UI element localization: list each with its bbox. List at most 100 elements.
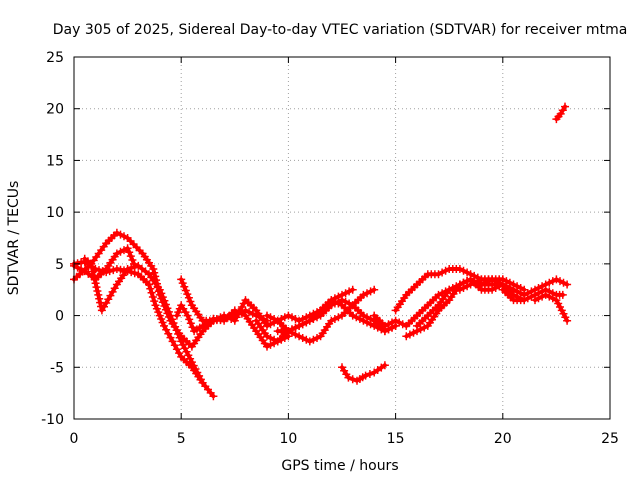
data-point [480, 278, 489, 287]
data-point [171, 322, 180, 331]
data-point [147, 288, 156, 297]
data-point [484, 277, 493, 286]
data-point [88, 263, 96, 272]
data-point [163, 304, 172, 313]
data-point [183, 290, 192, 299]
data-point [452, 282, 461, 291]
data-point [384, 320, 393, 329]
data-point [505, 284, 514, 292]
data-point [380, 321, 389, 330]
data-point [302, 335, 311, 344]
data-point [548, 294, 557, 303]
data-point [291, 315, 300, 323]
data-point [288, 325, 296, 334]
data-point [168, 315, 176, 324]
data-point [266, 334, 275, 342]
data-point [130, 259, 138, 268]
y-tick-label: -5 [50, 360, 64, 376]
data-point [191, 365, 200, 373]
data-point [73, 263, 82, 272]
data-point [128, 256, 137, 264]
data-point [313, 334, 321, 342]
data-point [126, 252, 135, 261]
data-point [175, 333, 184, 342]
data-point [209, 392, 218, 401]
y-tick-labels: -10 -5 0 5 10 15 20 25 [41, 50, 64, 428]
data-point [155, 285, 164, 294]
data-point [95, 266, 103, 275]
data-point [359, 290, 368, 299]
data-point [559, 278, 568, 287]
data-point [109, 266, 118, 275]
data-point [93, 287, 102, 295]
data-point [148, 293, 157, 301]
data-point [185, 315, 194, 324]
data-point [263, 321, 271, 330]
data-point [330, 299, 339, 308]
data-point [127, 264, 136, 272]
x-tick-label: 0 [70, 431, 79, 447]
data-point [212, 315, 221, 323]
data-point [563, 280, 572, 289]
data-point [363, 313, 371, 322]
data-point [112, 228, 121, 237]
data-point [273, 316, 282, 325]
y-tick-label: 0 [55, 309, 64, 325]
data-point [416, 325, 425, 334]
data-point [95, 294, 104, 303]
data-point [398, 320, 407, 329]
data-point [145, 280, 153, 289]
y-tick-label: -10 [41, 412, 64, 428]
data-point [232, 313, 241, 322]
data-point [180, 344, 189, 353]
x-axis-label: GPS time / hours [281, 458, 398, 474]
data-point [270, 315, 279, 323]
data-point [438, 268, 447, 277]
data-point [177, 337, 186, 346]
y-tick-label: 20 [46, 102, 64, 118]
data-point [220, 311, 229, 320]
data-point [488, 285, 497, 294]
data-point [284, 327, 293, 336]
data-point [558, 290, 567, 299]
data-point [513, 287, 522, 296]
data-point [302, 318, 311, 327]
data-point [402, 332, 411, 341]
data-point [327, 301, 336, 310]
data-point [149, 265, 158, 273]
data-point [298, 320, 307, 329]
data-point [172, 311, 181, 320]
axis-ticks [73, 56, 611, 420]
data-point [548, 277, 557, 286]
data-point [338, 296, 346, 305]
data-point [563, 316, 572, 325]
series-line [275, 298, 398, 334]
data-point [227, 315, 236, 323]
data-point [352, 313, 361, 322]
data-point [363, 289, 371, 298]
data-point [459, 278, 468, 287]
data-point [172, 326, 181, 335]
series-track-j [338, 361, 389, 385]
data-point [516, 289, 525, 298]
data-point [209, 316, 218, 325]
data-point [263, 342, 271, 351]
data-point [370, 285, 379, 294]
data-point [455, 265, 464, 273]
data-point [263, 311, 271, 320]
data-point [509, 285, 518, 294]
data-point [448, 284, 457, 292]
data-point [177, 275, 186, 284]
y-tick-label: 15 [46, 153, 64, 169]
data-point [344, 373, 353, 382]
data-point [187, 358, 196, 367]
data-point [420, 323, 429, 332]
data-point [545, 292, 554, 301]
data-point [87, 259, 96, 268]
data-point [391, 316, 400, 325]
plot-frame [73, 56, 611, 420]
data-point [116, 247, 125, 256]
data-point [348, 285, 357, 294]
data-point [561, 102, 569, 111]
data-point [463, 268, 472, 277]
